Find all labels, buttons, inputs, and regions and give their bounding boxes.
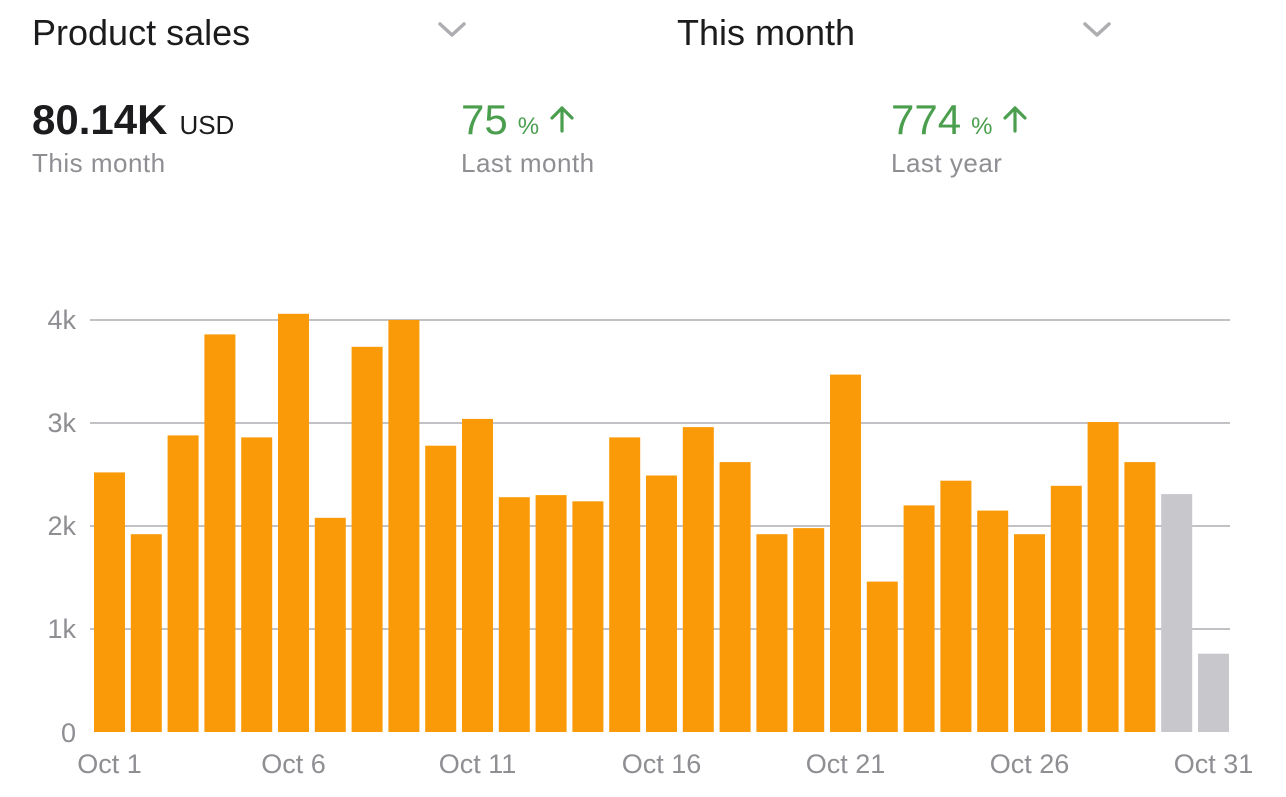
period-selector-label: This month: [677, 12, 856, 53]
chevron-down-icon: [438, 22, 466, 37]
x-tick-label: Oct 31: [1174, 749, 1254, 779]
arrow-up-icon: [550, 106, 574, 133]
bar-oct-31[interactable]: [1198, 653, 1229, 732]
bar-oct-2[interactable]: [130, 534, 162, 732]
bar-oct-25[interactable]: [977, 510, 1009, 732]
last-year-change-stat: 774 % Last year: [891, 96, 1030, 179]
last-year-change-unit: %: [971, 113, 993, 140]
x-tick-label: Oct 1: [77, 749, 142, 779]
x-tick-label: Oct 21: [806, 749, 886, 779]
bar-oct-17[interactable]: [682, 427, 714, 732]
bar-oct-8[interactable]: [351, 346, 383, 732]
last-year-change-caption: Last year: [891, 148, 1003, 178]
x-tick-label: Oct 16: [622, 749, 702, 779]
bar-oct-16[interactable]: [646, 475, 677, 733]
last-month-change-unit: %: [517, 113, 540, 140]
bar-oct-24[interactable]: [940, 480, 972, 732]
last-month-change-value: 75: [461, 96, 508, 143]
bar-oct-20[interactable]: [793, 528, 825, 732]
y-tick-label: 0: [61, 718, 76, 748]
bar-oct-21[interactable]: [830, 374, 861, 732]
total-sales-stat: 80.14K USD This month: [32, 96, 234, 179]
bar-oct-6[interactable]: [278, 313, 309, 732]
bar-oct-15[interactable]: [609, 437, 641, 732]
bar-oct-4[interactable]: [204, 334, 236, 732]
x-axis-ticks: Oct 1 Oct 6 Oct 11 Oct 16 Oct 21 Oct 26 Oct 31: [77, 749, 1253, 779]
bar-oct-12[interactable]: [498, 497, 530, 732]
bar-oct-22[interactable]: [866, 581, 898, 732]
last-month-change-stat: 75 % Last month: [461, 96, 595, 179]
chart-bars: [94, 313, 1229, 733]
y-tick-label: 3k: [47, 408, 76, 438]
last-year-change-value: 774: [891, 96, 962, 143]
arrow-up-icon: [1003, 106, 1028, 133]
bar-oct-18[interactable]: [719, 462, 751, 732]
bar-oct-13[interactable]: [535, 495, 567, 732]
bar-oct-27[interactable]: [1050, 485, 1082, 732]
bar-oct-1[interactable]: [94, 472, 125, 732]
y-tick-label: 1k: [47, 614, 76, 644]
total-sales-unit: USD: [179, 110, 235, 140]
bar-oct-26[interactable]: [1014, 534, 1045, 732]
x-tick-label: Oct 26: [990, 749, 1070, 779]
period-selector[interactable]: This month: [677, 8, 1117, 58]
bar-oct-10[interactable]: [425, 445, 457, 732]
bar-oct-14[interactable]: [572, 501, 604, 732]
bar-oct-30[interactable]: [1161, 494, 1193, 732]
bar-oct-5[interactable]: [241, 437, 273, 732]
chevron-down-icon: [1083, 22, 1111, 37]
last-month-change-caption: Last month: [461, 148, 595, 178]
bar-oct-28[interactable]: [1087, 422, 1119, 732]
metric-selector[interactable]: Product sales: [32, 8, 472, 58]
bar-oct-3[interactable]: [167, 435, 199, 732]
y-tick-label: 2k: [47, 511, 76, 541]
bar-oct-11[interactable]: [462, 418, 493, 732]
bar-oct-19[interactable]: [756, 534, 788, 732]
bar-oct-9[interactable]: [388, 320, 420, 732]
bar-oct-23[interactable]: [903, 505, 935, 732]
y-tick-label: 4k: [47, 305, 76, 335]
x-tick-label: Oct 6: [261, 749, 326, 779]
total-sales-caption: This month: [32, 148, 166, 178]
bar-oct-29[interactable]: [1124, 462, 1156, 732]
y-axis-ticks: 0 1k 2k 3k 4k: [47, 305, 76, 748]
x-tick-label: Oct 11: [439, 749, 517, 779]
bar-oct-7[interactable]: [314, 517, 346, 732]
total-sales-value: 80.14K: [32, 96, 168, 143]
metric-selector-label: Product sales: [32, 12, 251, 53]
